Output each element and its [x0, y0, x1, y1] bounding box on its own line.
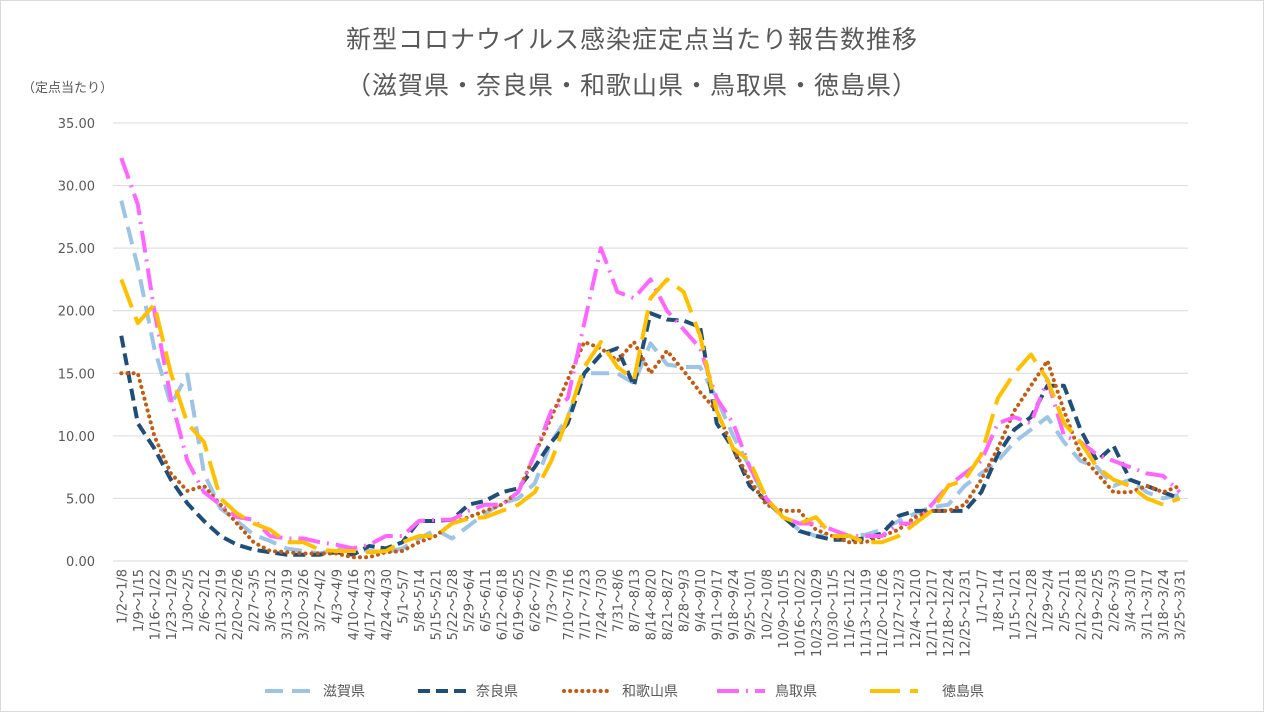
- x-tick-label: 5/22～5/28: [446, 569, 461, 640]
- x-axis-ticks: 1/2～1/8 1/9～1/15 1/16～1/22 1/23～1/29 1/30～2/…: [115, 569, 1188, 657]
- x-tick-label: 3/13～3/19: [281, 569, 296, 640]
- x-tick-label: 2/20～2/26: [231, 569, 246, 640]
- x-tick-label: 2/27～3/5: [248, 569, 263, 632]
- series-line: [119, 340, 1182, 560]
- x-tick-label: 1/15～1/21: [1008, 569, 1023, 640]
- x-tick-label: 5/29～6/4: [463, 569, 478, 632]
- x-tick-label: 1/23～1/29: [165, 569, 180, 640]
- x-tick-label: 7/24～7/30: [595, 569, 610, 640]
- x-tick-label: 2/13～2/19: [215, 569, 230, 640]
- x-tick-label: 9/18～9/24: [727, 569, 742, 640]
- y-tick-label: 10.00: [58, 430, 95, 445]
- legend-label: 鳥取県: [775, 684, 817, 700]
- x-tick-label: 1/1～1/7: [975, 569, 990, 624]
- x-tick-label: 9/11～9/17: [711, 569, 726, 640]
- x-tick-label: 7/17～7/23: [578, 569, 593, 640]
- x-tick-label: 12/25～12/31: [959, 569, 974, 657]
- x-tick-label: 10/16～10/22: [793, 569, 808, 657]
- y-tick-label: 0.00: [66, 555, 95, 570]
- x-tick-label: 2/26～3/3: [1108, 569, 1123, 632]
- x-tick-label: 7/3～7/9: [545, 569, 560, 624]
- x-tick-label: 6/12～6/18: [496, 569, 511, 640]
- x-tick-label: 10/9～10/15: [777, 569, 792, 649]
- legend-label: 徳島県: [942, 684, 984, 700]
- y-axis-label: （定点当たり）: [22, 81, 114, 96]
- x-tick-label: 6/19～6/25: [512, 569, 527, 640]
- x-tick-label: 3/11～3/17: [1141, 569, 1156, 640]
- chart-title: 新型コロナウイルス感染症定点当たり報告数推移: [345, 25, 918, 54]
- x-tick-label: 6/26～7/2: [529, 569, 544, 632]
- series-lines: [119, 157, 1182, 560]
- x-tick-label: 1/29～2/4: [1041, 569, 1056, 632]
- legend-label: 滋賀県: [323, 684, 365, 700]
- x-tick-label: 3/18～3/24: [1157, 569, 1172, 640]
- legend-label: 和歌山県: [622, 684, 678, 700]
- y-tick-label: 35.00: [58, 117, 95, 132]
- x-tick-label: 2/12～2/18: [1075, 569, 1090, 640]
- x-tick-label: 5/15～5/21: [430, 569, 445, 640]
- x-tick-label: 1/16～1/22: [148, 569, 163, 640]
- x-tick-label: 4/24～4/30: [380, 569, 395, 640]
- x-tick-label: 11/20～11/26: [876, 569, 891, 657]
- x-tick-label: 1/9～1/15: [132, 569, 147, 632]
- x-tick-label: 12/11～12/17: [926, 569, 941, 657]
- x-tick-label: 5/8～5/14: [413, 569, 428, 632]
- x-tick-label: 7/10～7/16: [562, 569, 577, 640]
- x-tick-label: 10/30～11/5: [826, 569, 841, 649]
- x-tick-label: 11/27～12/3: [893, 569, 908, 649]
- legend-label: 奈良県: [476, 684, 518, 700]
- x-tick-label: 10/2～10/8: [760, 569, 775, 640]
- x-tick-label: 3/25～3/31: [1174, 569, 1189, 640]
- series-line: [119, 311, 1181, 557]
- x-tick-label: 4/10～4/16: [347, 569, 362, 640]
- y-tick-label: 5.00: [66, 492, 95, 507]
- series-line: [119, 277, 1181, 555]
- x-tick-label: 9/4～9/10: [694, 569, 709, 632]
- x-tick-label: 4/3～4/9: [330, 569, 345, 624]
- chart-subtitle: （滋賀県・奈良県・和歌山県・鳥取県・徳島県）: [345, 71, 918, 100]
- x-tick-label: 2/5～2/11: [1058, 569, 1073, 632]
- x-tick-label: 1/30～2/5: [181, 569, 196, 632]
- x-tick-label: 12/18～12/24: [942, 569, 957, 657]
- x-tick-label: 3/20～3/26: [297, 569, 312, 640]
- x-tick-label: 8/14～8/20: [645, 569, 660, 640]
- y-tick-label: 30.00: [58, 180, 95, 195]
- x-tick-label: 11/13～11/19: [860, 569, 875, 657]
- x-tick-label: 8/7～8/13: [628, 569, 643, 632]
- x-tick-label: 4/17～4/23: [363, 569, 378, 640]
- x-tick-label: 6/5～6/11: [479, 569, 494, 632]
- x-tick-label: 11/6～11/12: [843, 569, 858, 649]
- x-tick-label: 2/6～2/12: [198, 569, 213, 632]
- series-line: [119, 200, 1181, 556]
- y-axis-ticks: 0.00 5.00 10.00 15.00 20.00 25.00 30.00 35.00: [58, 117, 95, 570]
- x-tick-label: 1/22～1/28: [1025, 569, 1040, 640]
- y-tick-label: 25.00: [58, 242, 95, 257]
- y-tick-label: 15.00: [58, 367, 95, 382]
- x-tick-label: 1/8～1/14: [992, 569, 1007, 632]
- x-tick-label: 12/4～12/10: [909, 569, 924, 649]
- x-tick-label: 5/1～5/7: [396, 569, 411, 624]
- x-tick-label: 8/28～9/3: [678, 569, 693, 632]
- legend: 滋賀県 奈良県 和歌山県 鳥取県 徳島県: [265, 684, 984, 700]
- x-tick-label: 3/27～4/2: [314, 569, 329, 632]
- x-tick-label: 7/31～8/6: [611, 569, 626, 632]
- y-tick-label: 20.00: [58, 305, 95, 320]
- series-line: [119, 157, 1182, 551]
- x-tick-label: 3/6～3/12: [264, 569, 279, 632]
- x-tick-label: 2/19～2/25: [1091, 569, 1106, 640]
- x-tick-label: 9/25～10/1: [744, 569, 759, 640]
- x-tick-label: 8/21～8/27: [661, 569, 676, 640]
- x-tick-label: 3/4～3/10: [1124, 569, 1139, 632]
- x-tick-label: 10/23～10/29: [810, 569, 825, 657]
- x-tick-label: 1/2～1/8: [115, 569, 130, 624]
